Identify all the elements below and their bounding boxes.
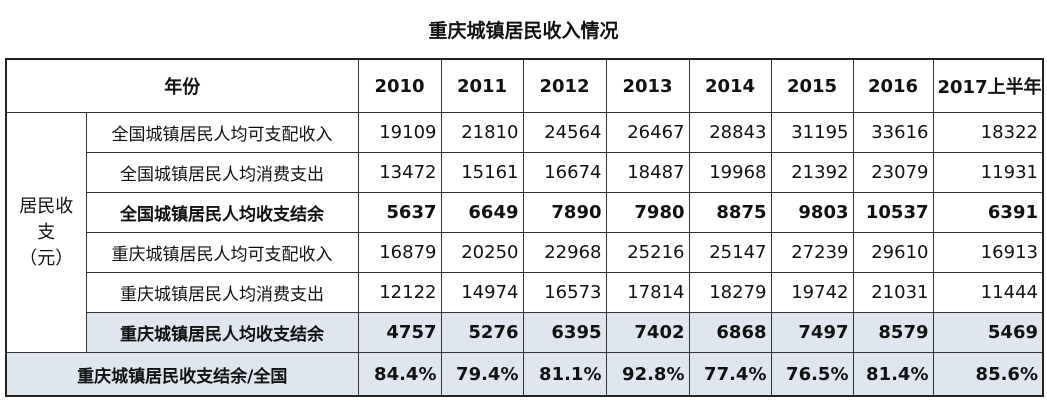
value-cell: 6395 [522,312,607,353]
value-cell: 31195 [770,112,854,153]
value-cell: 6868 [688,312,772,353]
value-cell: 7402 [605,312,690,353]
value-cell: 5469 [932,312,1044,353]
value-cell: 21810 [440,112,524,153]
header-cell: 2015 [770,58,854,113]
row-label: 重庆城镇居民人均收支结余 [85,312,359,353]
value-cell: 16573 [522,272,607,313]
value-cell: 18487 [605,152,690,193]
row-label: 全国城镇居民人均可支配收入 [85,112,359,153]
value-cell: 29610 [852,232,934,273]
row-label: 全国城镇居民人均收支结余 [85,192,359,233]
data-row: 全国城镇居民人均消费支出 13472 15161 16674 18487 19968 213… [6,152,1044,193]
row-label: 全国城镇居民人均消费支出 [85,152,359,193]
value-cell: 22968 [522,232,607,273]
value-cell: 79.4% [440,352,524,397]
data-row: 重庆城镇居民人均消费支出 12122 14974 16573 17814 18279 197… [6,272,1044,313]
row-label: 重庆城镇居民收支结余/全国 [5,352,359,397]
value-cell: 20250 [440,232,524,273]
value-cell: 6649 [440,192,524,233]
group-label: 居民收支 （元） [5,112,87,353]
header-row: 年份 2010 2011 2012 2013 2014 2015 2016 2017上半年 [5,58,1044,113]
value-cell: 7890 [522,192,607,233]
value-cell: 85.6% [932,352,1044,397]
value-cell: 11931 [932,152,1044,193]
value-cell: 19968 [688,152,772,193]
header-cell: 2011 [440,58,524,113]
header-cell: 2013 [605,58,690,113]
group-label-line: 支 [37,221,56,243]
row-label: 重庆城镇居民人均消费支出 [85,272,359,313]
header-cell: 2012 [522,58,607,113]
value-cell: 7980 [605,192,690,233]
value-cell: 16913 [932,232,1044,273]
data-row: 重庆城镇居民人均收支结余 4757 5276 6395 7402 6868 7497 8579… [6,312,1044,353]
header-cell: 2014 [688,58,772,113]
value-cell: 18279 [688,272,772,313]
value-cell: 33616 [852,112,934,153]
value-cell: 5637 [357,192,442,233]
income-table: 年份 2010 2011 2012 2013 2014 2015 2016 2017上半年 居民收… [5,58,1044,397]
value-cell: 18322 [932,112,1044,153]
value-cell: 92.8% [605,352,690,397]
value-cell: 27239 [770,232,854,273]
value-cell: 8875 [688,192,772,233]
value-cell: 21392 [770,152,854,193]
value-cell: 12122 [357,272,442,313]
value-cell: 16674 [522,152,607,193]
value-cell: 23079 [852,152,934,193]
data-row: 重庆城镇居民收支结余/全国 84.4% 79.4% 81.1% 92.8% 77.4% 76… [5,352,1044,397]
row-label: 重庆城镇居民人均可支配收入 [85,232,359,273]
group-label-line: 居民收 [19,195,74,217]
value-cell: 26467 [605,112,690,153]
value-cell: 19109 [357,112,442,153]
value-cell: 10537 [852,192,934,233]
value-cell: 28843 [688,112,772,153]
table-title: 重庆城镇居民收入情况 [428,20,619,42]
value-cell: 6391 [932,192,1044,233]
data-row: 居民收支 （元） 全国城镇居民人均可支配收入 19109 21810 24564 26467… [5,112,1044,353]
value-cell: 15161 [440,152,524,193]
table-body: 年份 2010 2011 2012 2013 2014 2015 2016 2017上半年 居民收… [5,58,1044,397]
value-cell: 19742 [770,272,854,313]
value-cell: 81.1% [522,352,607,397]
value-cell: 25216 [605,232,690,273]
header-cell: 2017上半年 [932,58,1044,113]
value-cell: 9803 [770,192,854,233]
value-cell: 4757 [357,312,442,353]
header-cell: 年份 [5,58,359,113]
value-cell: 76.5% [770,352,854,397]
value-cell: 84.4% [357,352,442,397]
value-cell: 81.4% [852,352,934,397]
value-cell: 21031 [852,272,934,313]
value-cell: 77.4% [688,352,772,397]
data-row: 全国城镇居民人均收支结余 5637 6649 7890 7980 8875 9803 1053… [6,192,1044,233]
data-row: 重庆城镇居民人均可支配收入 16879 20250 22968 25216 25147 27… [6,232,1044,273]
value-cell: 13472 [357,152,442,193]
header-cell: 2016 [852,58,934,113]
value-cell: 17814 [605,272,690,313]
value-cell: 16879 [357,232,442,273]
value-cell: 14974 [440,272,524,313]
value-cell: 11444 [932,272,1044,313]
value-cell: 24564 [522,112,607,153]
header-cell: 2010 [357,58,442,113]
group-label-line: （元） [19,247,74,269]
value-cell: 5276 [440,312,524,353]
value-cell: 25147 [688,232,772,273]
value-cell: 7497 [770,312,854,353]
value-cell: 8579 [852,312,934,353]
